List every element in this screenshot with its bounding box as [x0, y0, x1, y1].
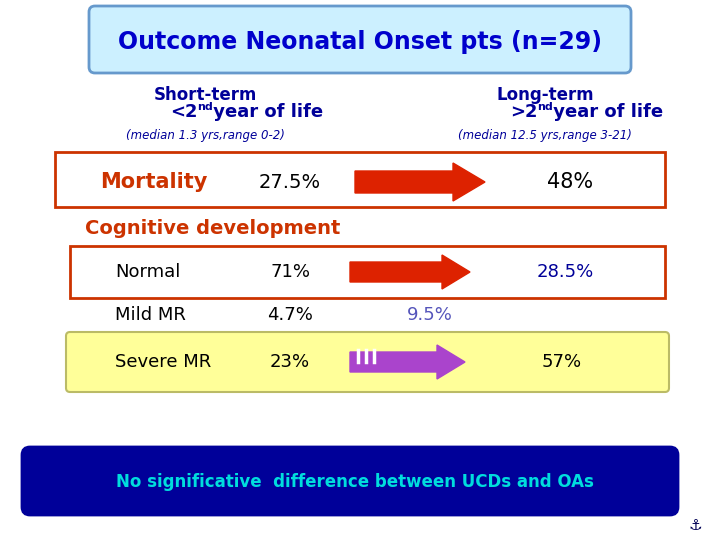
Text: (median 1.3 yrs,range 0-2): (median 1.3 yrs,range 0-2): [125, 129, 284, 141]
Text: Mild MR: Mild MR: [115, 306, 186, 324]
Text: No significative  difference between UCDs and OAs: No significative difference between UCDs…: [116, 473, 594, 491]
Text: ⚓: ⚓: [688, 517, 702, 532]
Text: 9.5%: 9.5%: [407, 306, 453, 324]
Text: Outcome Neonatal Onset pts (n=29): Outcome Neonatal Onset pts (n=29): [118, 30, 602, 54]
FancyBboxPatch shape: [22, 447, 678, 515]
Text: 71%: 71%: [270, 263, 310, 281]
Text: Long-term: Long-term: [496, 86, 594, 104]
FancyArrow shape: [350, 255, 470, 289]
FancyBboxPatch shape: [66, 332, 669, 392]
Text: Mortality: Mortality: [100, 172, 207, 192]
Text: 27.5%: 27.5%: [259, 172, 321, 192]
Text: Normal: Normal: [115, 263, 181, 281]
Text: 57%: 57%: [542, 353, 582, 371]
FancyArrow shape: [350, 345, 465, 379]
Text: 4.7%: 4.7%: [267, 306, 313, 324]
Text: <2: <2: [170, 103, 197, 121]
Text: nd: nd: [197, 102, 212, 112]
Text: year of life: year of life: [207, 103, 323, 121]
Text: >2: >2: [510, 103, 538, 121]
Text: (median 12.5 yrs,range 3-21): (median 12.5 yrs,range 3-21): [458, 129, 632, 141]
FancyBboxPatch shape: [89, 6, 631, 73]
FancyArrow shape: [355, 163, 485, 201]
Text: 23%: 23%: [270, 353, 310, 371]
Text: year of life: year of life: [547, 103, 663, 121]
Text: Cognitive development: Cognitive development: [85, 219, 341, 238]
FancyBboxPatch shape: [55, 152, 665, 207]
Text: 48%: 48%: [547, 172, 593, 192]
Text: Severe MR: Severe MR: [115, 353, 211, 371]
Text: Short-term: Short-term: [153, 86, 257, 104]
Text: 28.5%: 28.5%: [536, 263, 593, 281]
Text: nd: nd: [537, 102, 553, 112]
FancyBboxPatch shape: [70, 246, 665, 298]
